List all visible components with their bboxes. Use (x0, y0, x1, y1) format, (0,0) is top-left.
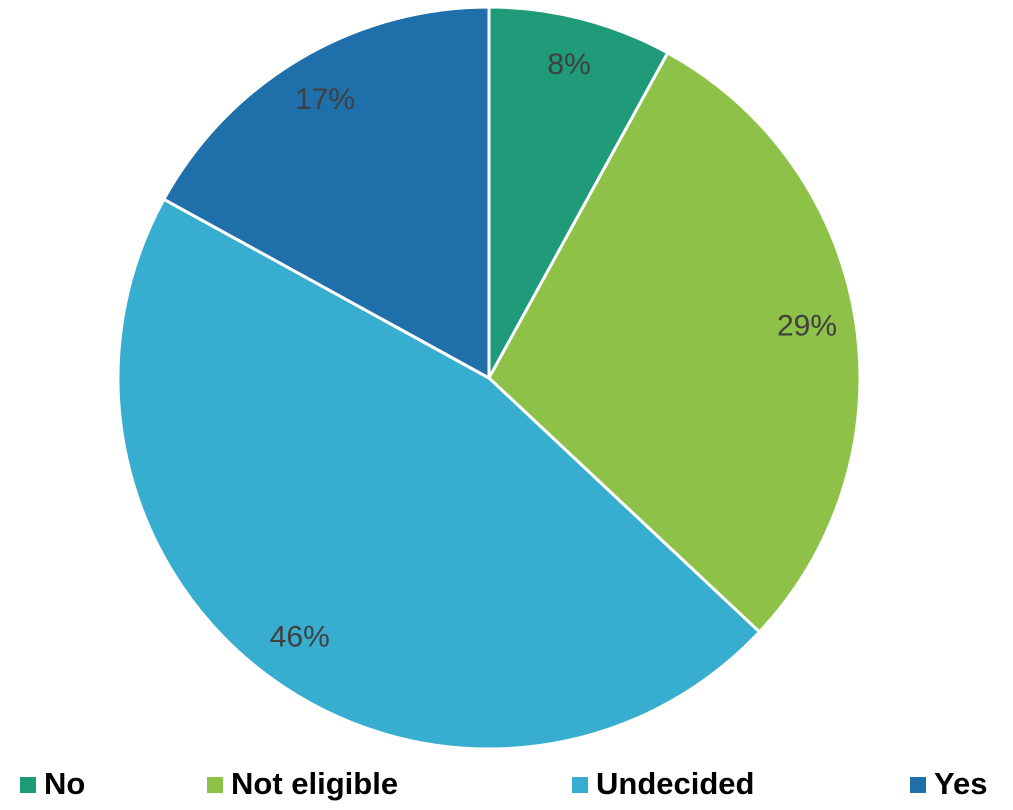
legend-swatch (910, 777, 926, 793)
legend-swatch (20, 777, 36, 793)
legend-label: Undecided (596, 766, 754, 801)
legend-label: Yes (934, 766, 987, 801)
pie-slice (487, 5, 670, 380)
data-label: 8% (547, 48, 590, 81)
pie-slice (487, 51, 862, 634)
legend-label: No (44, 766, 85, 801)
legend-label: Not eligible (231, 766, 398, 801)
data-label: 17% (295, 83, 355, 116)
data-label: 46% (270, 620, 330, 653)
legend-swatch (572, 777, 588, 793)
pie-slice (162, 5, 491, 380)
data-label: 29% (777, 310, 837, 343)
legend-swatch (207, 777, 223, 793)
pie-slice (116, 197, 761, 751)
